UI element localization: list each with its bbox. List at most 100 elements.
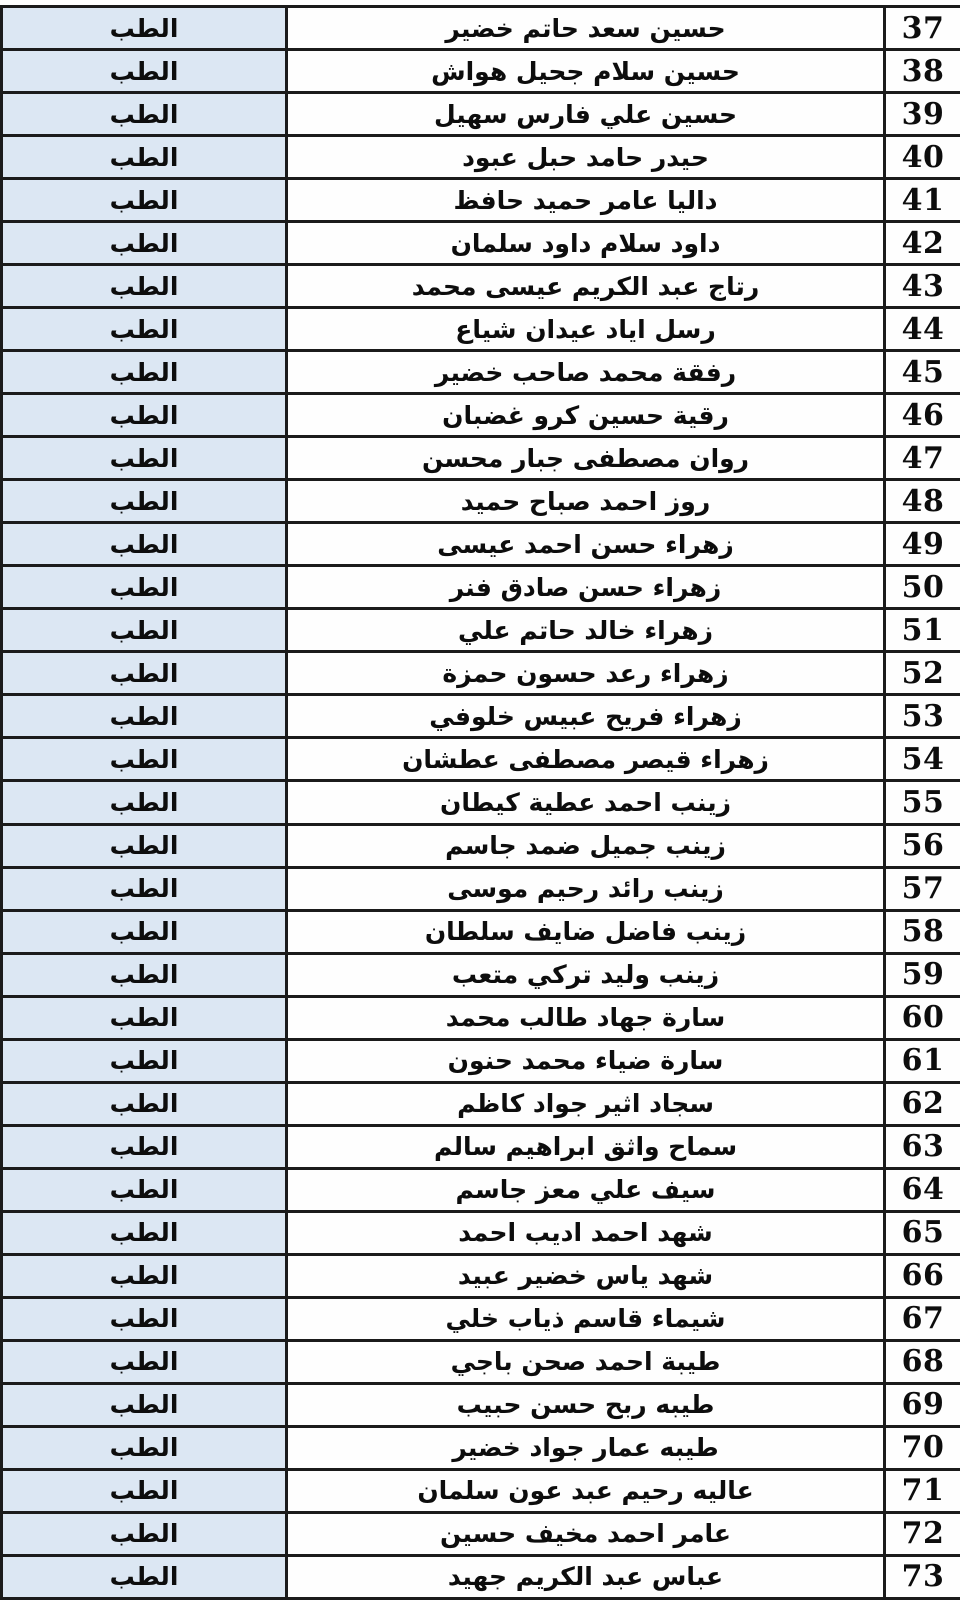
number-cell: 44 <box>886 309 960 350</box>
name-cell: زينب وليد تركي متعب <box>288 954 883 995</box>
number-cell: 45 <box>886 352 960 393</box>
number-cell: 46 <box>886 395 960 436</box>
name-cell: حسين علي فارس سهيل <box>288 94 883 135</box>
name-cell: روان مصطفى جبار محسن <box>288 438 883 479</box>
department-cell: الطب <box>3 1470 285 1511</box>
department-cell: الطب <box>3 1298 285 1339</box>
department-cell: الطب <box>3 1427 285 1468</box>
department-cell: الطب <box>3 954 285 995</box>
number-cell: 50 <box>886 567 960 608</box>
department-cell: الطب <box>3 1255 285 1296</box>
department-cell: الطب <box>3 1212 285 1253</box>
department-cell: الطب <box>3 395 285 436</box>
name-cell: عباس عبد الكريم جهيد <box>288 1556 883 1597</box>
number-cell: 65 <box>886 1212 960 1253</box>
name-cell: طيبة احمد صحن باجي <box>288 1341 883 1382</box>
department-cell: الطب <box>3 1040 285 1081</box>
name-cell: عامر احمد مخيف حسين <box>288 1513 883 1554</box>
department-cell: الطب <box>3 653 285 694</box>
name-cell: داليا عامر حميد حافظ <box>288 180 883 221</box>
department-cell: الطب <box>3 1556 285 1597</box>
number-cell: 37 <box>886 8 960 49</box>
number-cell: 69 <box>886 1384 960 1425</box>
number-cell: 41 <box>886 180 960 221</box>
number-cell: 59 <box>886 954 960 995</box>
number-cell: 70 <box>886 1427 960 1468</box>
department-cell: الطب <box>3 94 285 135</box>
department-cell: الطب <box>3 1126 285 1167</box>
name-cell: حسين سلام جحيل هواش <box>288 51 883 92</box>
department-cell: الطب <box>3 1513 285 1554</box>
department-cell: الطب <box>3 1341 285 1382</box>
number-cell: 72 <box>886 1513 960 1554</box>
number-cell: 47 <box>886 438 960 479</box>
department-cell: الطب <box>3 739 285 780</box>
department-cell: الطب <box>3 610 285 651</box>
department-cell: الطب <box>3 8 285 49</box>
department-cell: الطب <box>3 223 285 264</box>
number-cell: 51 <box>886 610 960 651</box>
name-cell: زهراء رعد حسون حمزة <box>288 653 883 694</box>
name-cell: سارة جهاد طالب محمد <box>288 997 883 1038</box>
name-cell: روز احمد صباح حميد <box>288 481 883 522</box>
number-cell: 62 <box>886 1083 960 1124</box>
department-cell: الطب <box>3 997 285 1038</box>
department-cell: الطب <box>3 911 285 952</box>
name-cell: شيماء قاسم ذياب خلي <box>288 1298 883 1339</box>
number-cell: 57 <box>886 868 960 909</box>
name-cell: زهراء فريح عبيس خلوفي <box>288 696 883 737</box>
number-cell: 52 <box>886 653 960 694</box>
department-cell: الطب <box>3 137 285 178</box>
department-cell: الطب <box>3 1083 285 1124</box>
number-cell: 53 <box>886 696 960 737</box>
department-cell: الطب <box>3 309 285 350</box>
name-cell: زهراء حسن احمد عيسى <box>288 524 883 565</box>
number-cell: 38 <box>886 51 960 92</box>
department-cell: الطب <box>3 524 285 565</box>
number-cell: 73 <box>886 1556 960 1597</box>
name-cell: زينب رائد رحيم موسى <box>288 868 883 909</box>
number-cell: 49 <box>886 524 960 565</box>
number-cell: 42 <box>886 223 960 264</box>
number-cell: 68 <box>886 1341 960 1382</box>
number-cell: 58 <box>886 911 960 952</box>
name-cell: شهد ياس خضير عبيد <box>288 1255 883 1296</box>
number-cell: 63 <box>886 1126 960 1167</box>
name-cell: حيدر حامد حبل عبود <box>288 137 883 178</box>
name-cell: طيبه عمار جواد خضير <box>288 1427 883 1468</box>
name-cell: سجاد اثير جواد كاظم <box>288 1083 883 1124</box>
name-cell: سماح واثق ابراهيم سالم <box>288 1126 883 1167</box>
name-cell: رقية حسين كرو غضبان <box>288 395 883 436</box>
department-cell: الطب <box>3 51 285 92</box>
number-cell: 43 <box>886 266 960 307</box>
department-cell: الطب <box>3 1169 285 1210</box>
name-cell: زهراء حسن صادق فنر <box>288 567 883 608</box>
number-cell: 39 <box>886 94 960 135</box>
number-cell: 55 <box>886 782 960 823</box>
department-cell: الطب <box>3 266 285 307</box>
name-cell: زينب احمد عطية كيطان <box>288 782 883 823</box>
department-cell: الطب <box>3 696 285 737</box>
department-cell: الطب <box>3 481 285 522</box>
name-cell: زينب فاضل ضايف سلطان <box>288 911 883 952</box>
department-cell: الطب <box>3 825 285 866</box>
number-cell: 48 <box>886 481 960 522</box>
name-cell: شهد احمد اديب احمد <box>288 1212 883 1253</box>
department-cell: الطب <box>3 438 285 479</box>
name-cell: داود سلام داود سلمان <box>288 223 883 264</box>
name-cell: زهراء خالد حاتم علي <box>288 610 883 651</box>
name-cell: رفقة محمد صاحب خضير <box>288 352 883 393</box>
department-cell: الطب <box>3 868 285 909</box>
department-cell: الطب <box>3 352 285 393</box>
name-cell: طيبه ربح حسن حبيب <box>288 1384 883 1425</box>
number-cell: 66 <box>886 1255 960 1296</box>
name-cell: زينب جميل ضمد جاسم <box>288 825 883 866</box>
number-cell: 54 <box>886 739 960 780</box>
number-cell: 40 <box>886 137 960 178</box>
name-cell: رتاج عبد الكريم عيسى محمد <box>288 266 883 307</box>
name-cell: رسل اياد عيدان شياع <box>288 309 883 350</box>
department-cell: الطب <box>3 567 285 608</box>
name-cell: سيف علي معز جاسم <box>288 1169 883 1210</box>
number-cell: 67 <box>886 1298 960 1339</box>
name-cell: عاليه رحيم عبد عون سلمان <box>288 1470 883 1511</box>
